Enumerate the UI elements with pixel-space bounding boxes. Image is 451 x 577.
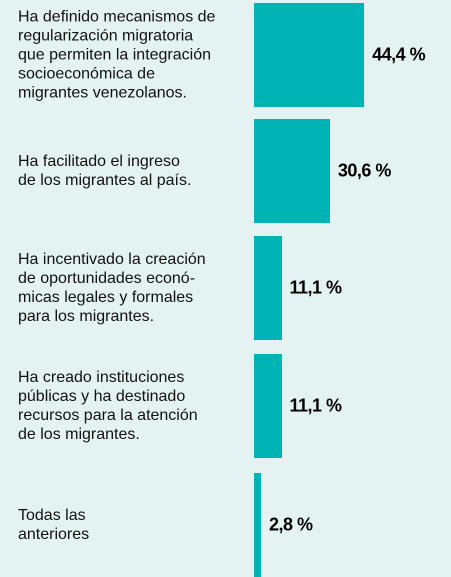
bar — [254, 473, 261, 577]
category-label: Ha facilitado el ingreso de los migrante… — [18, 153, 192, 189]
category-label: Ha creado instituciones públicas y ha de… — [18, 369, 198, 443]
bar-row: Ha creado instituciones públicas y ha de… — [0, 354, 451, 458]
value-label: 30,6 % — [337, 160, 392, 181]
bar — [254, 354, 282, 458]
value-label: 2,8 % — [268, 514, 313, 535]
value-label: 11,1 % — [289, 395, 343, 416]
category-label: Ha incentivado la creación de oportunida… — [18, 251, 206, 325]
bar-row: Ha definido mecanismos de regularización… — [0, 3, 451, 107]
bar — [254, 236, 282, 340]
value-label: 11,1 % — [289, 277, 343, 298]
bar — [254, 119, 330, 223]
bar-row: Todas las anteriores 2,8 % — [0, 473, 451, 577]
category-label: Todas las anteriores — [18, 507, 90, 543]
bar-row: Ha facilitado el ingreso de los migrante… — [0, 119, 451, 223]
bar — [254, 3, 365, 107]
value-label: 44,4 % — [372, 44, 426, 65]
category-label: Ha definido mecanismos de regularización… — [18, 8, 216, 102]
bar-row: Ha incentivado la creación de oportunida… — [0, 236, 451, 340]
